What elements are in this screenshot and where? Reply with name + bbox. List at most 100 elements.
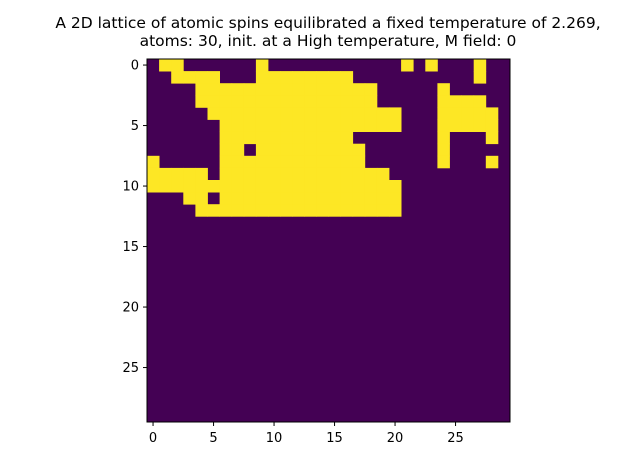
spin-up-cell	[231, 155, 245, 169]
spin-up-cell	[268, 167, 281, 181]
spin-up-cell	[376, 107, 390, 120]
x-tick-label: 10	[266, 431, 283, 446]
spin-up-cell	[328, 131, 341, 145]
spin-up-cell	[292, 95, 305, 108]
spin-up-cell	[328, 83, 341, 96]
spin-up-cell	[207, 71, 220, 84]
spin-up-cell	[219, 83, 233, 96]
spin-up-cell	[292, 167, 305, 181]
spin-up-cell	[352, 83, 366, 96]
spin-up-cell	[255, 107, 269, 120]
spin-up-cell	[255, 95, 269, 108]
y-tick-label: 10	[122, 180, 139, 195]
spin-up-cell	[316, 204, 329, 217]
spin-up-cell	[449, 95, 462, 108]
spin-up-cell	[219, 107, 233, 120]
y-tick-label: 15	[122, 240, 139, 255]
spin-up-cell	[316, 95, 329, 108]
spin-up-cell	[231, 204, 245, 217]
spin-up-cell	[183, 180, 196, 193]
spin-up-cell	[195, 204, 208, 217]
spin-up-cell	[437, 95, 450, 108]
spin-up-cell	[195, 95, 208, 108]
spin-up-cell	[389, 180, 402, 193]
spin-up-cell	[183, 71, 196, 84]
spin-up-cell	[316, 131, 329, 145]
spin-up-cell	[461, 119, 475, 132]
spin-up-cell	[340, 107, 354, 120]
spin-up-cell	[195, 71, 208, 84]
spin-up-cell	[328, 95, 341, 108]
spin-up-cell	[316, 83, 329, 96]
spin-up-cell	[255, 83, 269, 96]
spin-up-cell	[352, 180, 366, 193]
spin-up-cell	[243, 155, 257, 169]
spin-up-cell	[159, 167, 172, 181]
spin-up-cell	[292, 83, 305, 96]
spin-up-cell	[207, 95, 220, 108]
spin-up-cell	[243, 107, 257, 120]
spin-up-cell	[473, 95, 487, 108]
spin-up-cell	[268, 119, 281, 132]
spin-up-cell	[292, 131, 305, 145]
spin-up-cell	[159, 59, 172, 72]
spin-up-cell	[304, 95, 317, 108]
x-tick-label: 15	[326, 431, 343, 446]
spin-up-cell	[364, 192, 378, 205]
spin-up-cell	[316, 143, 329, 157]
spin-up-cell	[425, 59, 438, 72]
spin-up-cell	[389, 107, 402, 120]
spin-up-cell	[376, 204, 390, 217]
spin-up-cell	[352, 143, 366, 157]
spin-up-cell	[243, 180, 257, 193]
spin-up-cell	[207, 204, 220, 217]
spin-up-cell	[280, 204, 293, 217]
spin-up-cell	[340, 155, 354, 169]
spin-up-cell	[231, 119, 245, 132]
spin-up-cell	[255, 180, 269, 193]
spin-up-cell	[364, 119, 378, 132]
spin-up-cell	[280, 180, 293, 193]
chart-title-line-1: A 2D lattice of atomic spins equilibrate…	[55, 14, 601, 32]
spin-up-cell	[231, 83, 245, 96]
spin-up-cell	[268, 83, 281, 96]
spin-up-cell	[243, 119, 257, 132]
spin-up-cell	[485, 131, 499, 145]
spin-up-cell	[304, 155, 317, 169]
spin-up-cell	[292, 71, 305, 84]
spin-up-cell	[292, 204, 305, 217]
spin-up-cell	[219, 192, 233, 205]
spin-up-cell	[243, 192, 257, 205]
spin-up-cell	[268, 180, 281, 193]
spin-up-cell	[292, 155, 305, 169]
spin-up-cell	[389, 204, 402, 217]
spin-up-cell	[449, 119, 462, 132]
spin-up-cell	[389, 119, 402, 132]
spin-up-cell	[316, 192, 329, 205]
spin-up-cell	[352, 167, 366, 181]
spin-up-cell	[231, 131, 245, 145]
spin-up-cell	[352, 204, 366, 217]
spin-up-cell	[364, 83, 378, 96]
spin-up-cell	[280, 71, 293, 84]
spin-up-cell	[159, 180, 172, 193]
spin-up-cell	[473, 107, 487, 120]
spin-up-cell	[376, 192, 390, 205]
spin-up-cell	[280, 143, 293, 157]
spin-up-cell	[268, 192, 281, 205]
chart-title: A 2D lattice of atomic spins equilibrate…	[0, 14, 640, 50]
spin-up-cell	[437, 143, 450, 157]
spin-up-cell	[219, 204, 233, 217]
spin-up-cell	[304, 143, 317, 157]
spin-up-cell	[485, 107, 499, 120]
spin-up-cell	[231, 95, 245, 108]
spin-up-cell	[219, 131, 233, 145]
y-tick-label: 0	[131, 59, 139, 74]
spin-up-cell	[340, 71, 354, 84]
spin-up-cell	[268, 95, 281, 108]
spin-up-cell	[364, 95, 378, 108]
spin-up-cell	[231, 143, 245, 157]
spin-up-cell	[304, 83, 317, 96]
spin-up-cell	[340, 131, 354, 145]
y-tick-label: 25	[122, 361, 139, 376]
